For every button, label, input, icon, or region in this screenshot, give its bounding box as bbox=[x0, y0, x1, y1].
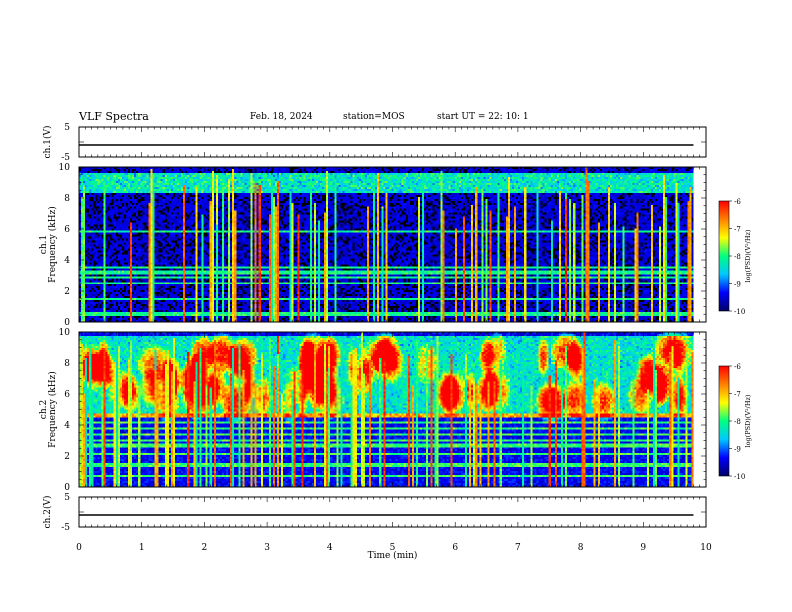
y-tick-label: 2 bbox=[64, 452, 70, 462]
colorbar-tick-label: -6 bbox=[734, 363, 741, 371]
x-tick-label: 0 bbox=[76, 543, 82, 553]
x-tick-label: 6 bbox=[452, 543, 458, 553]
y-tick-label: 6 bbox=[64, 390, 70, 400]
axes-layer bbox=[78, 126, 707, 528]
spectrogram-image-2 bbox=[79, 332, 706, 487]
y-tick-label: 2 bbox=[64, 287, 70, 297]
y-axis-label: Frequency (kHz) bbox=[47, 206, 58, 283]
colorbars-layer: -6 -7 -8 -9 -10 log(PSD)(V²/Hz) -6 -7 -8 -9 -10 log… bbox=[718, 198, 752, 481]
x-tick-label: 1 bbox=[139, 543, 145, 553]
colorbar-label: log(PSD)(V²/Hz) bbox=[744, 229, 752, 282]
figure-title: VLF Spectra bbox=[79, 110, 149, 123]
date-label: Feb. 18, 2024 bbox=[250, 112, 313, 122]
x-tick-label: 4 bbox=[327, 543, 333, 553]
y-tick-label: -5 bbox=[61, 523, 70, 533]
colorbar-tick-label: -9 bbox=[734, 446, 741, 454]
x-tick-label: 3 bbox=[264, 543, 270, 553]
colorbar-tick-label: -8 bbox=[734, 418, 741, 426]
x-tick-label: 5 bbox=[390, 543, 396, 553]
colorbar-tick-label: -10 bbox=[734, 308, 745, 316]
y-tick-label: 0 bbox=[64, 318, 70, 328]
colorbar-2 bbox=[718, 365, 730, 477]
colorbar-1 bbox=[718, 200, 730, 312]
start-time-label: start UT = 22: 10: 1 bbox=[437, 112, 529, 122]
colorbar-tick-label: -10 bbox=[734, 473, 745, 481]
y-axis-label: Frequency (kHz) bbox=[47, 371, 58, 448]
colorbar-tick-label: -9 bbox=[734, 281, 741, 289]
x-tick-label: 10 bbox=[700, 543, 712, 553]
y-axis-label: ch.1 bbox=[39, 235, 49, 254]
y-tick-label: 8 bbox=[64, 194, 70, 204]
y-axis-label: ch.2(V) bbox=[42, 496, 53, 529]
x-tick-label: 7 bbox=[515, 543, 521, 553]
colorbar-tick-label: -6 bbox=[734, 198, 741, 206]
spectrogram-image-1 bbox=[79, 167, 706, 322]
x-axis-label: Time (min) bbox=[368, 550, 418, 561]
y-tick-label: 4 bbox=[64, 256, 70, 266]
y-tick-label: 8 bbox=[64, 359, 70, 369]
y-tick-label: 5 bbox=[64, 123, 70, 133]
colorbar-label: log(PSD)(V²/Hz) bbox=[744, 394, 752, 447]
colorbar-tick-label: -8 bbox=[734, 253, 741, 261]
colorbar-tick-label: -7 bbox=[734, 226, 741, 234]
x-tick-label: 2 bbox=[202, 543, 208, 553]
y-tick-label: -5 bbox=[61, 153, 70, 163]
y-axis-label: ch.2 bbox=[39, 400, 49, 419]
y-tick-label: 10 bbox=[59, 328, 71, 338]
x-tick-label: 8 bbox=[578, 543, 584, 553]
y-axis-label: ch.1(V) bbox=[42, 126, 53, 159]
x-tick-label: 9 bbox=[640, 543, 646, 553]
colorbar-tick-label: -7 bbox=[734, 391, 741, 399]
station-label: station=MOS bbox=[343, 112, 405, 122]
y-tick-label: 10 bbox=[59, 163, 71, 173]
spectrogram-images bbox=[79, 167, 706, 487]
y-tick-label: 4 bbox=[64, 421, 70, 431]
y-tick-label: 0 bbox=[64, 483, 70, 493]
y-tick-label: 5 bbox=[64, 493, 70, 503]
y-tick-label: 6 bbox=[64, 225, 70, 235]
